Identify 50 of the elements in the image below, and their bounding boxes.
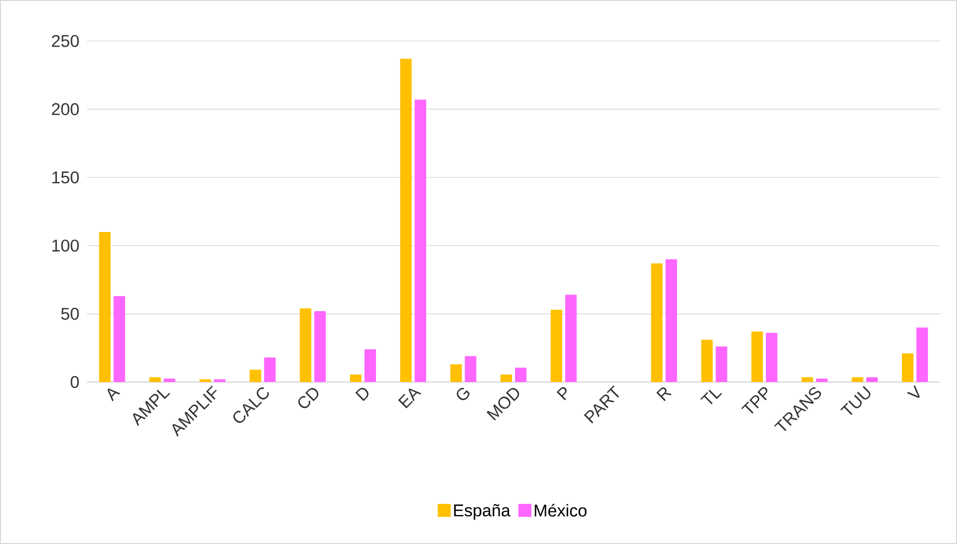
x-tick-label: EA: [398, 388, 422, 408]
bar: [264, 357, 276, 382]
bar: [114, 296, 126, 382]
bar: [916, 327, 928, 382]
bar: [300, 308, 312, 382]
x-tick-label: G: [456, 388, 470, 400]
bar: [751, 332, 763, 382]
bar: [450, 364, 462, 382]
x-tick-label: TL: [700, 390, 722, 404]
bar: [866, 377, 878, 382]
bar: [666, 259, 678, 382]
x-tick-label: D: [355, 388, 368, 402]
x-tick-label: V: [906, 385, 920, 398]
bar: [651, 263, 663, 382]
bar: [515, 368, 527, 382]
y-tick-label: 50: [61, 308, 79, 320]
x-tick-label: A: [107, 388, 120, 402]
bar: [716, 346, 728, 382]
bar: [902, 353, 914, 382]
bar: [149, 377, 161, 382]
bar: [214, 379, 226, 382]
y-tick-label: 100: [52, 240, 79, 252]
bar: [164, 378, 176, 382]
bar: [802, 377, 814, 382]
bar: [500, 374, 512, 382]
bar: [199, 379, 211, 382]
bar: [565, 294, 577, 382]
legend-label: México: [534, 504, 587, 517]
bar: [701, 340, 713, 382]
bar: [400, 58, 412, 382]
x-tick-label: R: [656, 387, 672, 402]
y-tick-label: 200: [52, 103, 79, 116]
y-tick-label: 0: [70, 376, 79, 388]
bar: [550, 310, 562, 382]
bar: [350, 374, 362, 382]
bar: [414, 100, 426, 382]
bar: [464, 356, 476, 382]
x-tick-label: P: [556, 387, 567, 400]
bar: [364, 349, 376, 382]
bar: [99, 232, 111, 382]
y-tick-label: 250: [52, 34, 79, 48]
x-tick-label: TPP: [741, 387, 768, 414]
bar: [314, 311, 326, 382]
legend-label: España: [454, 504, 510, 520]
x-tick-label: CD: [298, 388, 318, 408]
bar: [816, 378, 828, 382]
bar: [250, 370, 262, 382]
y-tick-label: 150: [52, 171, 79, 184]
bar: [766, 332, 778, 382]
bar: [852, 377, 864, 382]
